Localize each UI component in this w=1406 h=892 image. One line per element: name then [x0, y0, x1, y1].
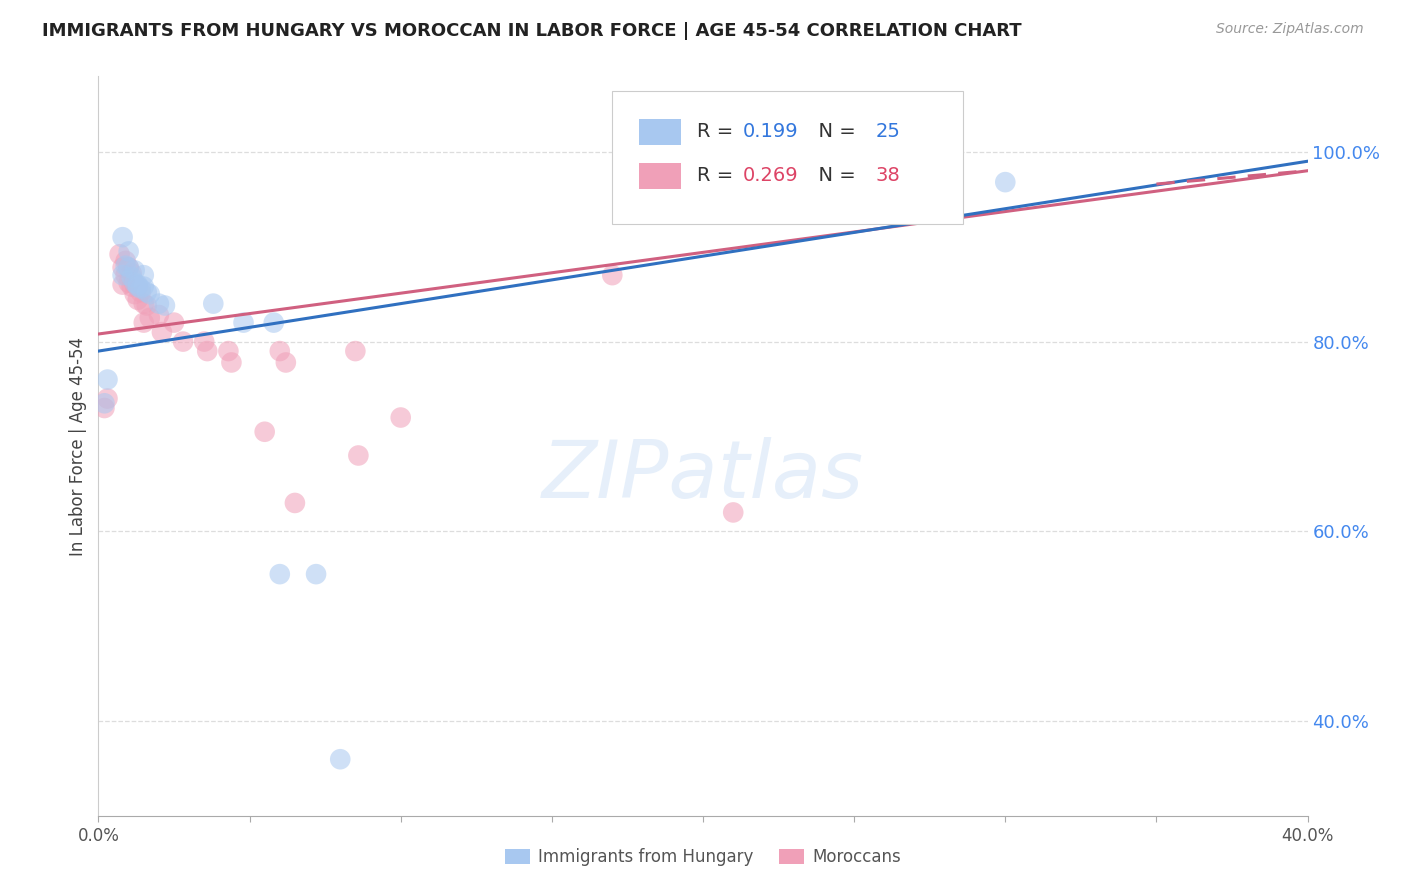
Point	[172, 334, 194, 349]
Point	[118, 260, 141, 275]
Point	[114, 259, 136, 273]
Point	[118, 260, 141, 275]
Text: IMMIGRANTS FROM HUNGARY VS MOROCCAN IN LABOR FORCE | AGE 45-54 CORRELATION CHART: IMMIGRANTS FROM HUNGARY VS MOROCCAN IN L…	[42, 22, 1022, 40]
Text: R =: R =	[697, 166, 740, 186]
Text: 38: 38	[876, 166, 901, 186]
Point	[202, 296, 225, 310]
Point	[124, 263, 146, 277]
Point	[347, 449, 370, 463]
Point	[111, 260, 134, 275]
Point	[124, 287, 146, 301]
Point	[108, 247, 131, 261]
Point	[93, 401, 115, 415]
Point	[994, 175, 1017, 189]
Point	[193, 334, 215, 349]
Text: N =: N =	[806, 166, 862, 186]
Point	[121, 279, 143, 293]
Point	[132, 316, 155, 330]
Point	[284, 496, 307, 510]
Point	[127, 277, 149, 292]
Point	[121, 266, 143, 280]
Point	[148, 308, 170, 322]
Point	[253, 425, 276, 439]
Point	[111, 230, 134, 244]
Point	[153, 299, 176, 313]
Point	[263, 316, 285, 330]
Point	[217, 344, 239, 359]
Point	[132, 279, 155, 293]
Point	[274, 355, 297, 369]
Text: R =: R =	[697, 122, 740, 141]
Point	[148, 296, 170, 310]
Point	[163, 316, 186, 330]
Text: 25: 25	[876, 122, 901, 141]
Point	[127, 293, 149, 307]
Point	[111, 277, 134, 292]
Point	[114, 268, 136, 282]
Point	[195, 344, 218, 359]
Point	[129, 281, 152, 295]
Y-axis label: In Labor Force | Age 45-54: In Labor Force | Age 45-54	[69, 336, 87, 556]
Point	[139, 287, 162, 301]
Point	[118, 276, 141, 290]
Text: N =: N =	[806, 122, 862, 141]
Point	[127, 279, 149, 293]
Point	[132, 296, 155, 310]
FancyBboxPatch shape	[638, 163, 682, 189]
Legend: Immigrants from Hungary, Moroccans: Immigrants from Hungary, Moroccans	[499, 842, 907, 873]
Point	[121, 270, 143, 285]
Text: ZIPatlas: ZIPatlas	[541, 436, 865, 515]
Point	[118, 244, 141, 259]
Point	[139, 310, 162, 325]
Point	[96, 373, 118, 387]
Text: 0.269: 0.269	[742, 166, 799, 186]
Point	[93, 396, 115, 410]
Point	[111, 268, 134, 282]
Point	[389, 410, 412, 425]
Point	[269, 567, 291, 582]
Point	[129, 285, 152, 300]
Point	[150, 325, 173, 339]
Point	[344, 344, 367, 359]
Point	[114, 253, 136, 268]
Point	[221, 355, 243, 369]
Point	[305, 567, 328, 582]
FancyBboxPatch shape	[638, 119, 682, 145]
Point	[269, 344, 291, 359]
Point	[602, 268, 624, 282]
Point	[132, 268, 155, 282]
Point	[124, 277, 146, 292]
Point	[692, 183, 714, 197]
Text: Source: ZipAtlas.com: Source: ZipAtlas.com	[1216, 22, 1364, 37]
Point	[232, 316, 254, 330]
Point	[96, 392, 118, 406]
Point	[723, 505, 745, 519]
Point	[135, 299, 157, 313]
Point	[124, 276, 146, 290]
Point	[135, 285, 157, 300]
Text: 0.199: 0.199	[742, 122, 799, 141]
Point	[329, 752, 352, 766]
Point	[127, 279, 149, 293]
FancyBboxPatch shape	[613, 91, 963, 224]
